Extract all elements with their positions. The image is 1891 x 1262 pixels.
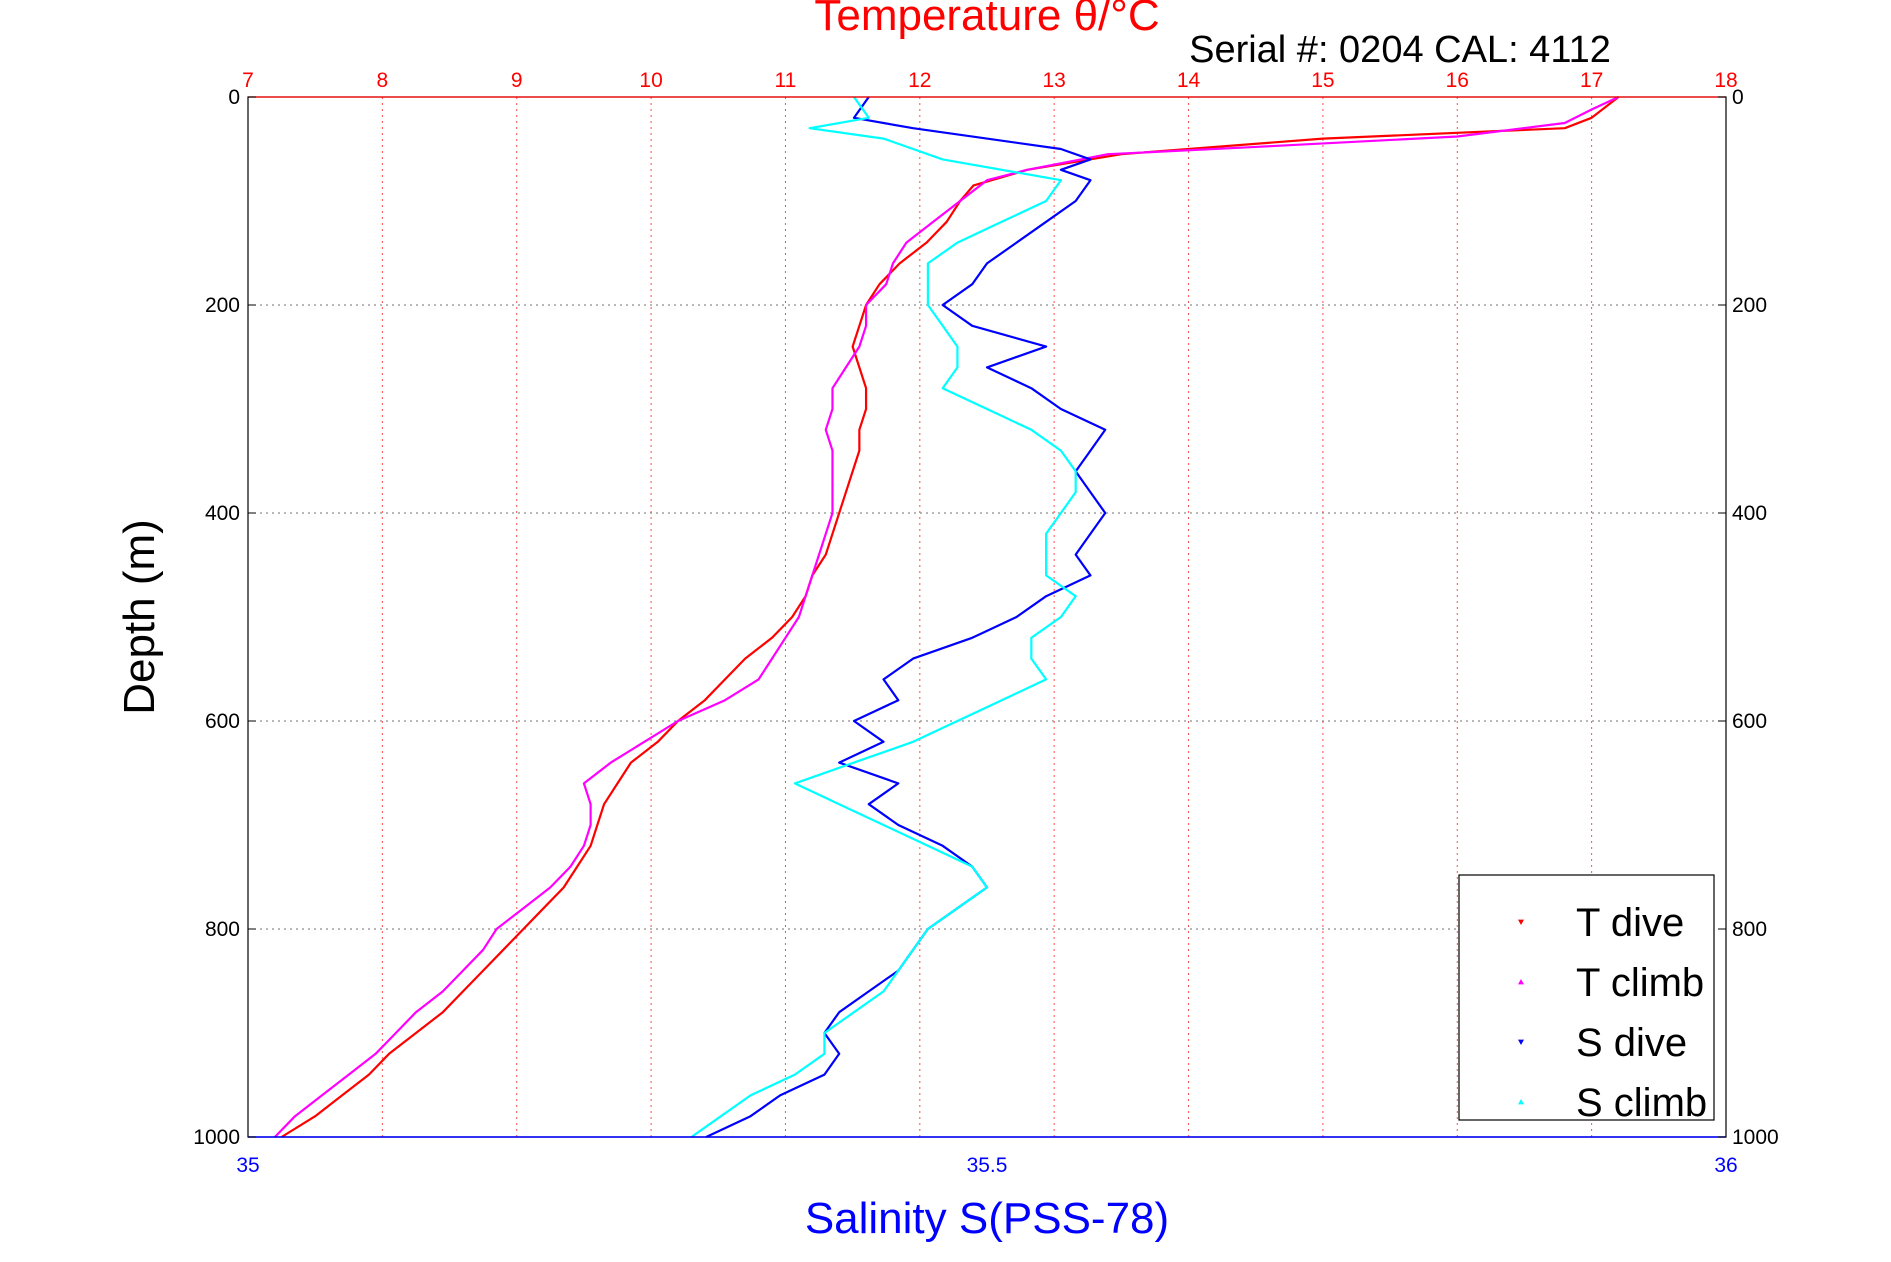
depth-tick-label-left: 600 [205,710,240,733]
temperature-tick-label: 11 [775,69,797,92]
depth-tick-label-left: 400 [205,502,240,525]
legend-label: S climb [1576,1081,1707,1125]
legend: T dive T climb S dive S climb [1458,874,1715,1125]
temperature-tick-label: 12 [908,69,931,92]
temperature-tick-label: 9 [511,69,523,92]
chart-subtitle: Serial #: 0204 CAL: 4112 [1189,29,1611,71]
data-series [272,96,1620,1138]
series-line [274,96,1619,1138]
chart-title: Temperature θ/°C [814,0,1159,40]
temperature-tick-label: 15 [1311,69,1334,92]
legend-marker [1518,1099,1524,1105]
depth-tick-label-right: 600 [1732,710,1767,733]
depth-tick-label-left: 800 [205,918,240,941]
temperature-tick-label: 10 [639,69,662,92]
legend-label: T dive [1576,901,1684,945]
temperature-tick-label: 8 [377,69,389,92]
temperature-tick-label: 17 [1580,69,1603,92]
depth-tick-label-left: 0 [228,86,240,109]
temperature-tick-label: 16 [1446,69,1469,92]
depth-tick-label-right: 800 [1732,918,1767,941]
temperature-tick-label: 18 [1714,69,1737,92]
temperature-tick-label: 14 [1177,69,1201,92]
temperature-tick-label: 13 [1043,69,1066,92]
depth-tick-label-right: 1000 [1732,1126,1779,1149]
series-s-climb [689,96,1077,1138]
x-bottom-axis-label: Salinity S(PSS-78) [805,1194,1169,1243]
legend-marker [1518,919,1524,925]
depth-tick-label-right: 200 [1732,294,1767,317]
grid-lines [248,97,1726,1137]
salinity-tick-label: 35.5 [967,1154,1008,1177]
legend-marker [1518,1039,1524,1045]
series-t-climb [272,96,1619,1138]
depth-tick-label-right: 400 [1732,502,1767,525]
series-line [690,96,1077,1138]
depth-tick-label-right: 0 [1732,86,1744,109]
depth-tick-label-left: 200 [205,294,240,317]
legend-box [1458,874,1715,1121]
temperature-tick-label: 7 [242,69,254,92]
y-axis-label: Depth (m) [115,519,164,715]
salinity-tick-label: 35 [236,1154,259,1177]
salinity-tick-label: 36 [1714,1154,1737,1177]
legend-label: S dive [1576,1021,1687,1065]
depth-tick-label-left: 1000 [193,1126,240,1149]
legend-marker [1518,979,1524,985]
legend-label: T climb [1576,961,1704,1005]
